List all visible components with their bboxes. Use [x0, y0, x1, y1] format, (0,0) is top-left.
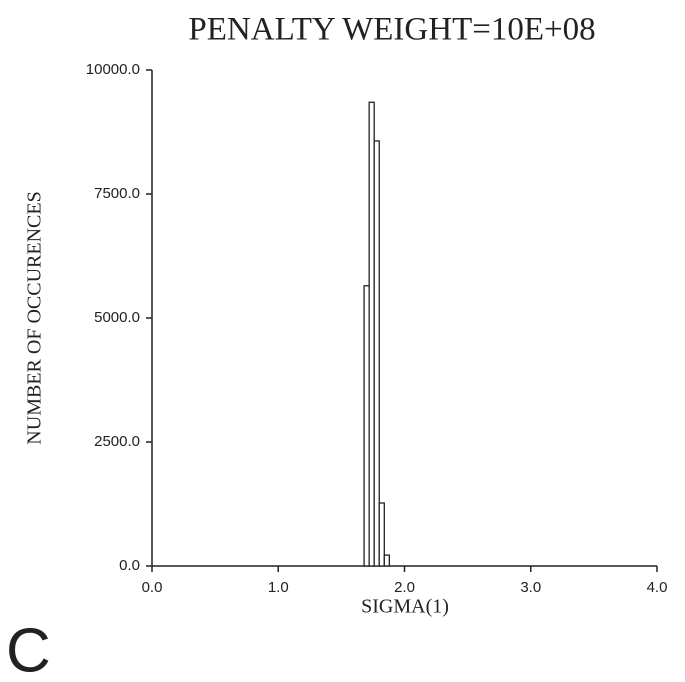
- bar: [378, 502, 385, 567]
- y-axis-label: NUMBER OF OCCURENCES: [24, 191, 46, 444]
- bar: [368, 101, 375, 567]
- y-tick-label: 7500.0: [94, 185, 140, 202]
- x-tick-label: 0.0: [142, 579, 163, 596]
- x-tick-label: 3.0: [520, 579, 541, 596]
- x-axis-label: SIGMA(1): [361, 596, 449, 618]
- bar: [383, 554, 390, 567]
- chart-title: PENALTY WEIGHT=10E+08: [188, 12, 595, 48]
- bar: [363, 285, 370, 567]
- y-tick-label: 0.0: [119, 557, 140, 574]
- y-tick-label: 5000.0: [94, 309, 140, 326]
- x-tick-label: 1.0: [268, 579, 289, 596]
- x-tick-label: 2.0: [394, 579, 415, 596]
- panel-label: C: [6, 616, 51, 682]
- y-tick-label: 10000.0: [86, 61, 140, 78]
- y-tick-label: 2500.0: [94, 433, 140, 450]
- bar: [373, 140, 380, 567]
- x-tick-label: 4.0: [647, 579, 668, 596]
